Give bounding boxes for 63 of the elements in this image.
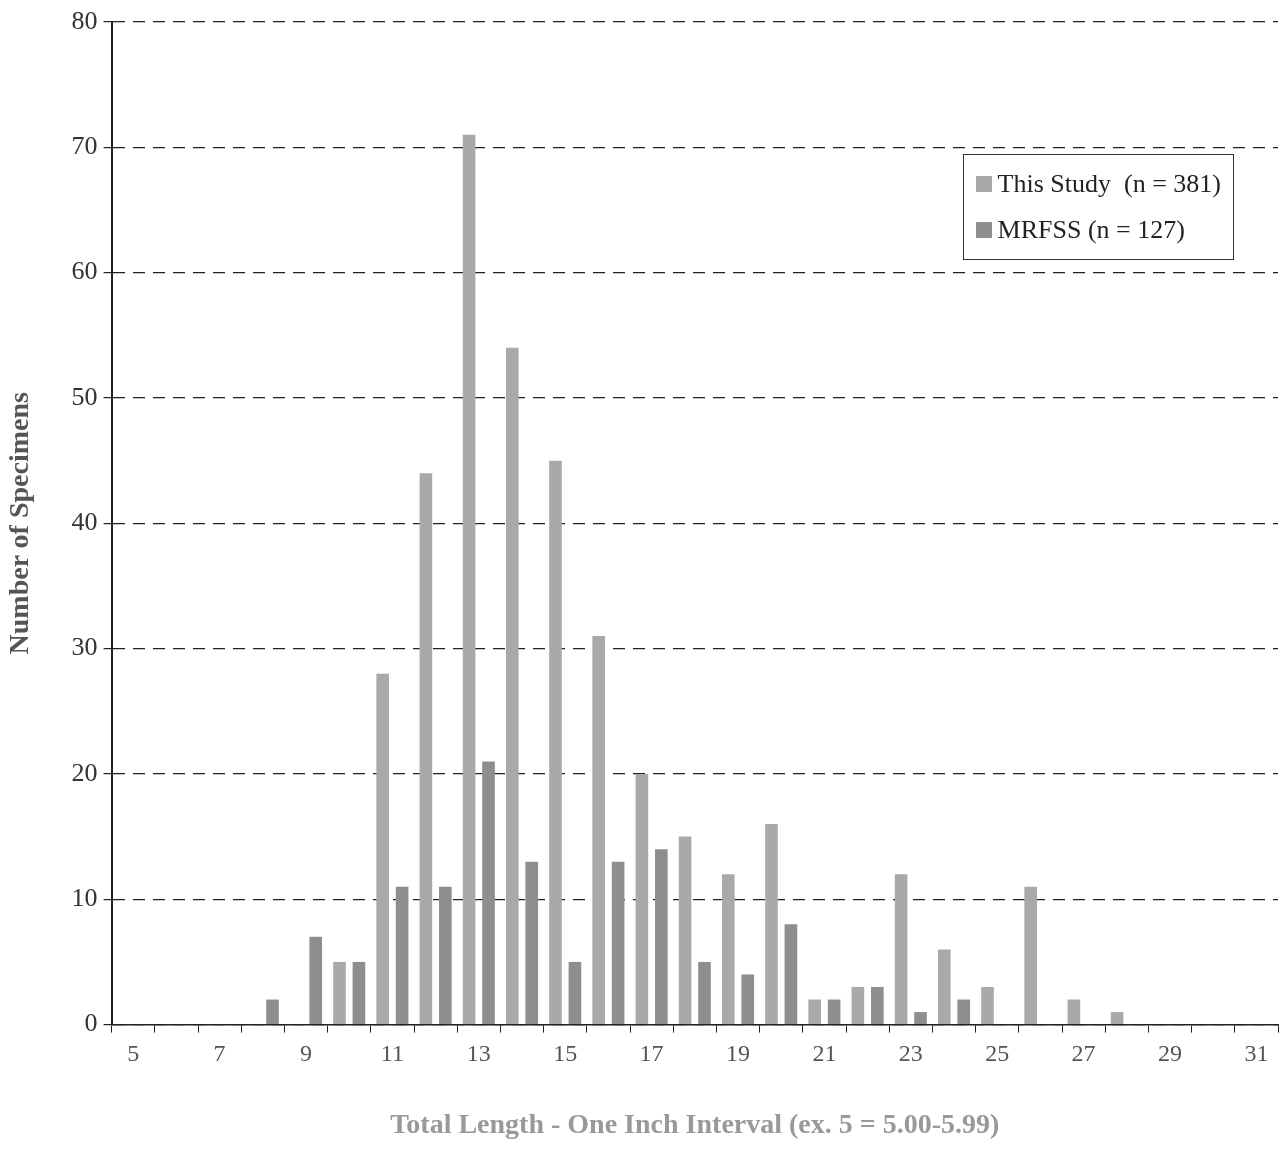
bar [505,347,519,1024]
bar [1024,886,1037,1024]
bar [765,824,778,1024]
x-tick-label: 29 [1158,1040,1182,1067]
bar [698,961,711,1024]
bar [678,836,692,1024]
bar [957,999,971,1024]
x-tick-label: 31 [1244,1040,1269,1067]
bar [655,849,668,1024]
bar [439,886,452,1024]
bar [549,460,562,1024]
x-tick-label: 7 [213,1040,226,1067]
y-tick-label: 60 [71,256,98,286]
y-tick-label: 0 [84,1008,98,1038]
bar [462,134,476,1024]
y-tick-label: 10 [71,883,98,913]
y-tick-label: 70 [71,131,98,161]
x-tick-label: 11 [380,1040,404,1067]
bar [827,999,841,1024]
bar [266,999,279,1024]
y-tick-label: 80 [71,5,98,35]
bar [914,1012,927,1024]
x-tick-label: 25 [985,1040,1010,1067]
x-axis-title: Total Length - One Inch Interval (ex. 5 = 5.00-5.99) [390,1108,1000,1140]
bar [419,473,433,1024]
bar [871,987,884,1024]
x-tick-label: 19 [726,1040,750,1067]
bar [309,936,323,1024]
bar [352,961,366,1024]
bar [721,874,735,1024]
bar [592,636,605,1024]
bar [482,761,495,1024]
bar [635,773,649,1024]
bar [568,961,582,1024]
x-tick-label: 5 [127,1040,140,1067]
bar [937,949,951,1024]
bar [808,999,821,1024]
bar [376,673,389,1024]
bar [1067,999,1081,1024]
bar [894,874,908,1024]
x-tick-label: 15 [553,1040,578,1067]
y-tick-label: 40 [71,507,98,537]
bar [741,974,755,1024]
bar [395,886,409,1024]
bar [333,961,346,1024]
x-tick-label: 23 [898,1040,923,1067]
y-tick-label: 20 [71,757,98,787]
bar [525,861,539,1024]
bar [851,987,865,1024]
bar [981,987,994,1024]
y-tick-label: 50 [71,381,98,411]
x-tick-label: 27 [1071,1040,1096,1067]
x-tick-label: 9 [300,1040,312,1067]
legend-label: This Study (n = 381) [997,168,1221,200]
x-tick-label: 13 [466,1040,491,1067]
bar [1110,1012,1124,1024]
x-tick-label: 21 [812,1040,837,1067]
legend-label: MRFSS (n = 127) [997,214,1185,246]
y-tick-label: 30 [71,632,98,662]
bar [611,861,625,1024]
y-axis-title: Number of Specimens [3,392,35,655]
bar [784,924,798,1024]
x-tick-label: 17 [639,1040,664,1067]
